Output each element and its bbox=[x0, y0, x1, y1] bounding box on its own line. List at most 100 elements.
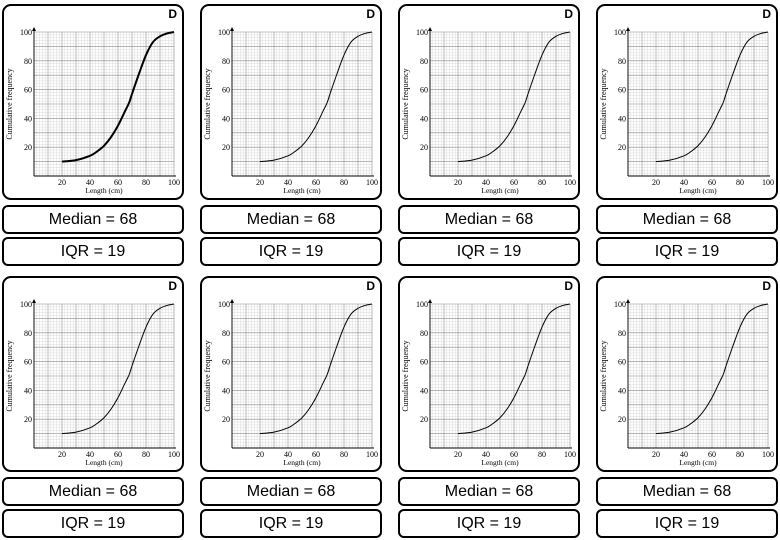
y-tick-label: 80 bbox=[618, 329, 626, 338]
y-tick-label: 60 bbox=[222, 86, 230, 95]
x-axis-label: Length (cm) bbox=[481, 458, 519, 467]
x-tick-label: 80 bbox=[340, 450, 348, 459]
y-axis-arrow bbox=[32, 27, 36, 31]
graph-card-5[interactable]: D 20 40 60 80 100 20 40 60 80 100 Length (cm) Cumula… bbox=[2, 276, 184, 472]
y-axis-label: Cumulative frequency bbox=[203, 68, 212, 139]
card-letter: D bbox=[366, 279, 375, 293]
x-tick-label: 20 bbox=[652, 178, 660, 187]
y-tick-label: 100 bbox=[218, 300, 230, 309]
iqr-answer-4: IQR = 19 bbox=[596, 237, 778, 266]
y-tick-label: 40 bbox=[24, 114, 32, 123]
x-tick-label: 40 bbox=[284, 450, 292, 459]
median-answer-2: Median = 68 bbox=[200, 205, 382, 234]
graph-card-8[interactable]: D 20 40 60 80 100 20 40 60 80 100 Length (cm) Cumula… bbox=[596, 276, 778, 472]
card-letter: D bbox=[366, 7, 375, 21]
y-tick-label: 80 bbox=[618, 57, 626, 66]
graph-card-1[interactable]: D 20 40 60 80 100 20 40 60 80 100 Length (cm) Cumula… bbox=[2, 4, 184, 200]
y-axis-arrow bbox=[626, 299, 630, 303]
cumulative-frequency-chart: 20 40 60 80 100 20 40 60 80 100 Length (cm) Cumulat… bbox=[401, 299, 576, 467]
x-tick-label: 40 bbox=[86, 178, 94, 187]
y-tick-label: 100 bbox=[416, 28, 428, 37]
card-letter: D bbox=[564, 7, 573, 21]
x-tick-label: 60 bbox=[312, 450, 320, 459]
y-tick-label: 20 bbox=[24, 143, 32, 152]
y-tick-label: 80 bbox=[24, 329, 32, 338]
x-tick-label: 60 bbox=[114, 450, 122, 459]
x-tick-label: 60 bbox=[312, 178, 320, 187]
y-axis-label: Cumulative frequency bbox=[401, 68, 410, 139]
y-tick-label: 60 bbox=[420, 358, 428, 367]
x-tick-label: 40 bbox=[680, 450, 688, 459]
x-tick-label: 60 bbox=[510, 450, 518, 459]
cumulative-frequency-curve bbox=[655, 303, 769, 435]
y-axis-label: Cumulative frequency bbox=[599, 68, 608, 139]
cumulative-frequency-curve bbox=[61, 31, 175, 163]
x-tick-label: 100 bbox=[762, 450, 774, 459]
x-tick-label: 20 bbox=[256, 450, 264, 459]
x-tick-label: 80 bbox=[736, 450, 744, 459]
x-tick-label: 80 bbox=[340, 178, 348, 187]
x-tick-label: 80 bbox=[538, 450, 546, 459]
cumulative-frequency-chart: 20 40 60 80 100 20 40 60 80 100 Length (cm) Cumulat… bbox=[203, 27, 378, 195]
graph-card-7[interactable]: D 20 40 60 80 100 20 40 60 80 100 Length (cm) Cumula… bbox=[398, 276, 580, 472]
graph-card-4[interactable]: D 20 40 60 80 100 20 40 60 80 100 Length (cm) Cumula… bbox=[596, 4, 778, 200]
chart-grid bbox=[627, 31, 769, 177]
y-axis-label: Cumulative frequency bbox=[599, 340, 608, 411]
y-tick-label: 60 bbox=[618, 358, 626, 367]
iqr-answer-7: IQR = 19 bbox=[398, 509, 580, 538]
median-answer-5: Median = 68 bbox=[2, 477, 184, 506]
y-axis-arrow bbox=[230, 299, 234, 303]
y-tick-label: 100 bbox=[218, 28, 230, 37]
y-tick-label: 40 bbox=[618, 386, 626, 395]
graph-card-2[interactable]: D 20 40 60 80 100 20 40 60 80 100 Length (cm) Cumula… bbox=[200, 4, 382, 200]
x-tick-label: 60 bbox=[708, 178, 716, 187]
y-axis-label: Cumulative frequency bbox=[401, 340, 410, 411]
x-tick-label: 40 bbox=[482, 450, 490, 459]
y-tick-label: 20 bbox=[222, 143, 230, 152]
y-tick-label: 60 bbox=[24, 358, 32, 367]
y-axis-label: Cumulative frequency bbox=[5, 68, 14, 139]
x-tick-label: 60 bbox=[114, 178, 122, 187]
x-tick-label: 100 bbox=[168, 178, 180, 187]
x-tick-label: 100 bbox=[762, 178, 774, 187]
x-tick-label: 40 bbox=[284, 178, 292, 187]
graph-card-3[interactable]: D 20 40 60 80 100 20 40 60 80 100 Length (cm) Cumula… bbox=[398, 4, 580, 200]
iqr-answer-1: IQR = 19 bbox=[2, 237, 184, 266]
y-tick-label: 100 bbox=[20, 28, 32, 37]
median-answer-8: Median = 68 bbox=[596, 477, 778, 506]
x-tick-label: 20 bbox=[454, 450, 462, 459]
chart-grid bbox=[33, 31, 175, 177]
cumulative-frequency-chart: 20 40 60 80 100 20 40 60 80 100 Length (cm) Cumulat… bbox=[5, 299, 180, 467]
iqr-answer-6: IQR = 19 bbox=[200, 509, 382, 538]
iqr-answer-3: IQR = 19 bbox=[398, 237, 580, 266]
chart-grid bbox=[33, 303, 175, 449]
y-axis-arrow bbox=[32, 299, 36, 303]
cumulative-frequency-chart: 20 40 60 80 100 20 40 60 80 100 Length (cm) Cumulat… bbox=[5, 27, 180, 195]
y-tick-label: 40 bbox=[24, 386, 32, 395]
cumulative-frequency-curve bbox=[259, 31, 373, 163]
y-tick-label: 100 bbox=[614, 28, 626, 37]
y-tick-label: 80 bbox=[222, 57, 230, 66]
x-tick-label: 60 bbox=[510, 178, 518, 187]
card-letter: D bbox=[564, 279, 573, 293]
y-tick-label: 20 bbox=[420, 415, 428, 424]
x-tick-label: 100 bbox=[366, 178, 378, 187]
x-tick-label: 20 bbox=[58, 450, 66, 459]
card-letter: D bbox=[762, 279, 771, 293]
x-axis-label: Length (cm) bbox=[85, 458, 123, 467]
y-tick-label: 20 bbox=[618, 415, 626, 424]
cumulative-frequency-curve bbox=[259, 303, 373, 435]
x-tick-label: 80 bbox=[142, 178, 150, 187]
x-tick-label: 100 bbox=[564, 178, 576, 187]
median-answer-1: Median = 68 bbox=[2, 205, 184, 234]
card-letter: D bbox=[168, 279, 177, 293]
y-axis-arrow bbox=[626, 27, 630, 31]
y-axis-label: Cumulative frequency bbox=[5, 340, 14, 411]
graph-card-6[interactable]: D 20 40 60 80 100 20 40 60 80 100 Length (cm) Cumula… bbox=[200, 276, 382, 472]
y-tick-label: 20 bbox=[420, 143, 428, 152]
y-tick-label: 100 bbox=[20, 300, 32, 309]
iqr-answer-8: IQR = 19 bbox=[596, 509, 778, 538]
x-axis-label: Length (cm) bbox=[679, 186, 717, 195]
y-axis-label: Cumulative frequency bbox=[203, 340, 212, 411]
x-axis-label: Length (cm) bbox=[283, 186, 321, 195]
